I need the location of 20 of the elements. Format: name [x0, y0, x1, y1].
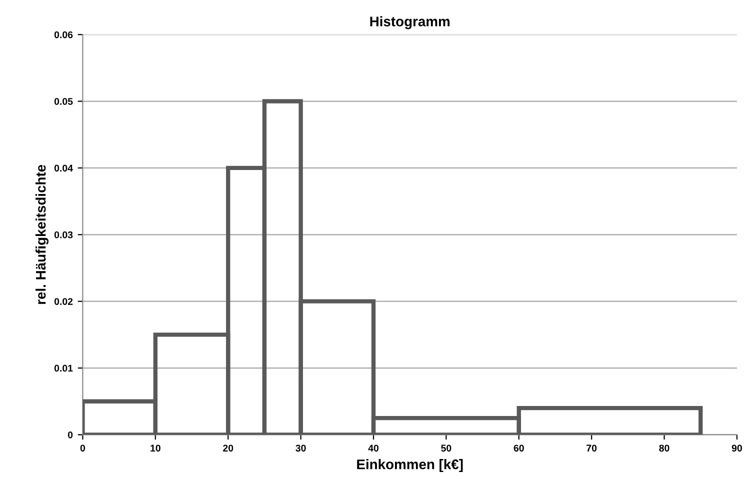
y-tick-label: 0.01: [54, 364, 73, 372]
x-tick-label: 20: [223, 444, 234, 452]
x-tick-label: 60: [514, 444, 524, 452]
x-tick-label: 50: [441, 444, 452, 452]
y-tick-label: 0.03: [54, 231, 73, 238]
y-tick-label: 0: [68, 431, 73, 438]
x-tick-label: 70: [586, 444, 597, 452]
x-tick-label: 0: [80, 444, 86, 452]
x-tick-label: 80: [659, 444, 670, 452]
x-tick-label: 40: [368, 444, 378, 452]
x-tick-label: 90: [732, 444, 742, 452]
y-tick-label: 0.05: [54, 98, 73, 105]
chart-title: Histogramm: [370, 16, 450, 30]
x-axis-title: Einkommen [k€]: [357, 459, 463, 472]
y-axis-title: rel. Häufigkeitsdichte: [36, 164, 49, 304]
x-tick-label: 10: [150, 444, 160, 452]
y-tick-label: 0.02: [54, 298, 73, 305]
y-tick-label: 0.04: [54, 164, 73, 172]
x-tick-label: 30: [296, 444, 306, 452]
y-tick-label: 0.06: [54, 31, 73, 38]
